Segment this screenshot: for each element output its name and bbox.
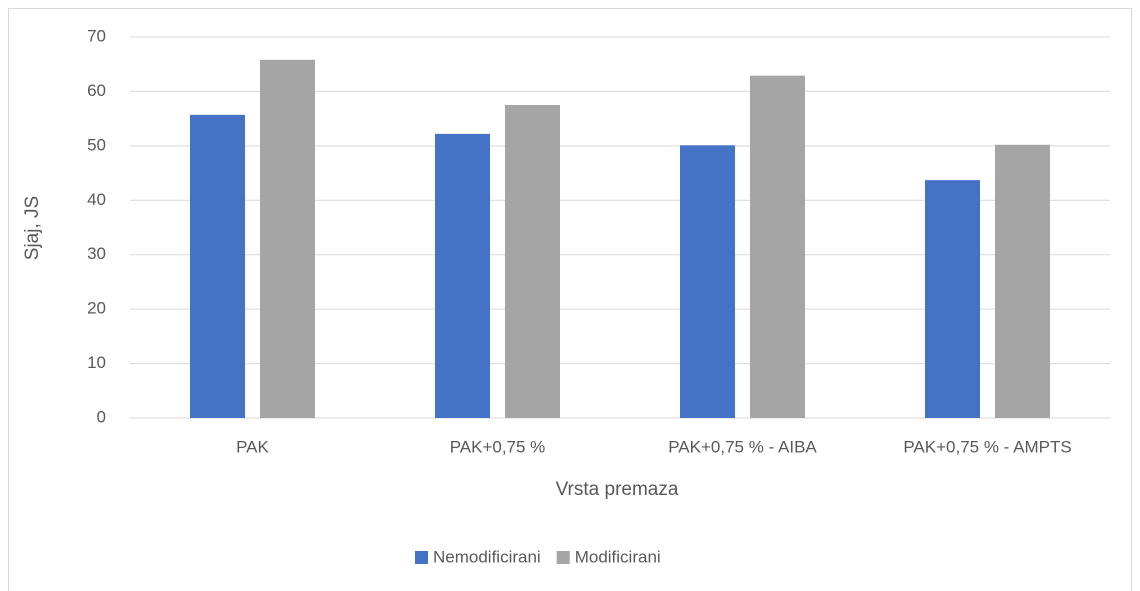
legend-label: Nemodificirani bbox=[433, 547, 541, 566]
y-tick-label: 50 bbox=[87, 135, 106, 154]
y-tick-label: 30 bbox=[87, 244, 106, 263]
x-tick-label: PAK+0,75 % bbox=[450, 437, 546, 456]
y-axis-title: Sjaj, JS bbox=[22, 196, 43, 260]
x-axis-title: Vrsta premaza bbox=[556, 479, 679, 500]
bar bbox=[505, 105, 560, 419]
x-tick-label: PAK+0,75 % - AIBA bbox=[668, 437, 817, 456]
y-tick-label: 10 bbox=[87, 353, 106, 372]
bar bbox=[925, 180, 980, 418]
legend-label: Modificirani bbox=[575, 547, 661, 566]
y-tick-label: 60 bbox=[87, 81, 106, 100]
bar bbox=[995, 144, 1050, 419]
y-tick-label: 0 bbox=[97, 407, 106, 426]
chart-border bbox=[8, 8, 1132, 591]
legend-swatch bbox=[415, 551, 428, 564]
bar bbox=[750, 75, 805, 418]
y-tick-label: 40 bbox=[87, 190, 106, 209]
x-tick-label: PAK bbox=[236, 437, 269, 456]
bar bbox=[435, 133, 490, 418]
y-tick-label: 20 bbox=[87, 299, 106, 318]
y-tick-label: 70 bbox=[87, 26, 106, 45]
bar bbox=[260, 59, 315, 419]
bar bbox=[680, 145, 735, 418]
legend-swatch bbox=[556, 551, 570, 564]
bar bbox=[190, 114, 245, 418]
x-tick-label: PAK+0,75 % - AMPTS bbox=[903, 437, 1071, 456]
